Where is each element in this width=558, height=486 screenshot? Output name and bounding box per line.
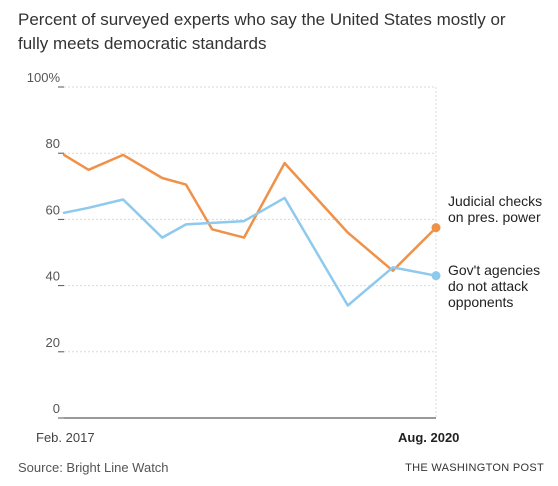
- series-label-line: Judicial checks: [448, 193, 542, 209]
- y-axis-ticks: 100% 80 60 40 20 0: [27, 70, 64, 419]
- series-label-line: opponents: [448, 294, 513, 310]
- y-tick-label: 60: [46, 202, 60, 217]
- gridlines: [64, 86, 437, 418]
- x-start-label: Feb. 2017: [36, 430, 95, 445]
- series-label-line: on pres. power: [448, 209, 541, 225]
- series-label-line: Gov't agencies: [448, 262, 540, 278]
- series-end-point: [431, 271, 441, 281]
- series-line: [62, 196, 438, 307]
- series-lines: [62, 153, 441, 307]
- series-label-line: do not attack: [448, 278, 529, 294]
- series-line: [62, 153, 438, 272]
- series-end-point: [431, 223, 441, 233]
- y-tick-label: 100%: [27, 70, 61, 85]
- y-tick-label: 80: [46, 136, 60, 151]
- y-tick-label: 20: [46, 335, 60, 350]
- x-end-label: Aug. 2020: [398, 430, 459, 445]
- publisher-credit: THE WASHINGTON POST: [405, 462, 544, 474]
- y-tick-label: 40: [46, 269, 60, 284]
- y-tick-label: 0: [53, 401, 60, 416]
- source-note: Source: Bright Line Watch: [18, 460, 169, 475]
- chart-title: Percent of surveyed experts who say the …: [18, 10, 506, 53]
